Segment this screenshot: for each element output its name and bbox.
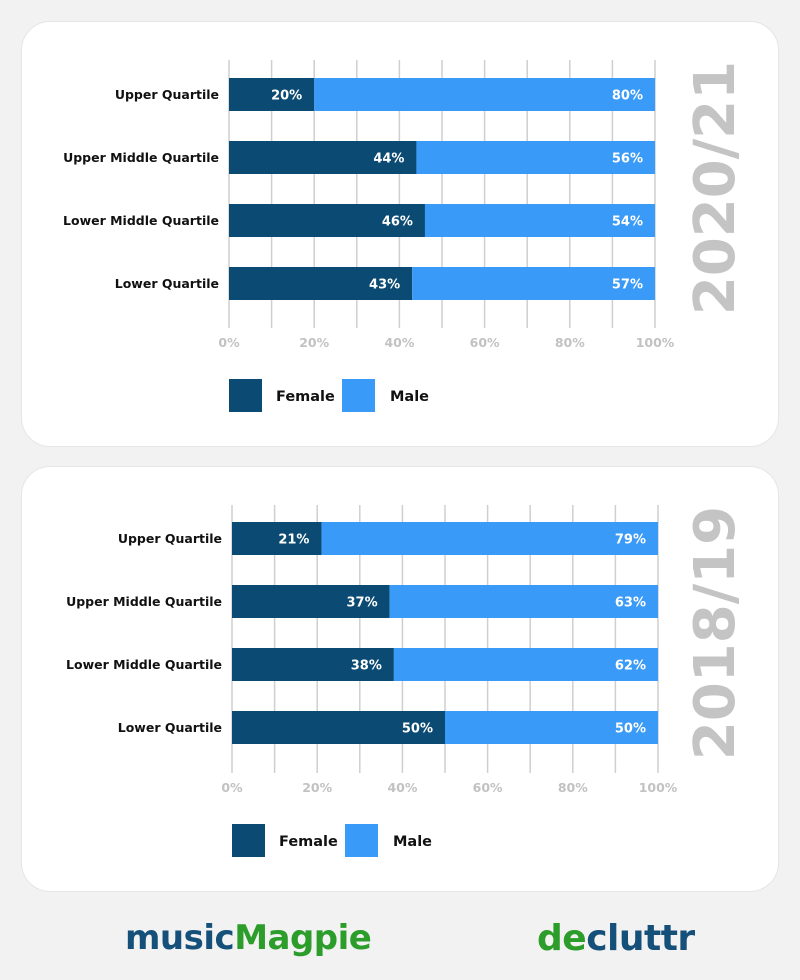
legend-swatch bbox=[342, 379, 375, 412]
category-label: Lower Middle Quartile bbox=[63, 213, 219, 228]
category-label: Lower Quartile bbox=[115, 276, 219, 291]
category-label: Upper Middle Quartile bbox=[66, 594, 222, 609]
bar-female bbox=[232, 522, 322, 555]
bar-female-label: 38% bbox=[351, 659, 382, 674]
category-label: Lower Quartile bbox=[118, 720, 222, 735]
bar-female bbox=[232, 711, 445, 744]
x-tick-label: 100% bbox=[639, 780, 678, 795]
bar-female bbox=[232, 585, 390, 618]
bar-row: Upper Quartile 21% 79% bbox=[118, 522, 658, 555]
bar-row: Lower Quartile 50% 50% bbox=[118, 711, 658, 744]
bar-male bbox=[389, 585, 658, 618]
bar-female bbox=[229, 204, 425, 237]
legend-label: Male bbox=[390, 389, 429, 405]
legend: Female Male bbox=[229, 379, 429, 412]
legend-swatch bbox=[232, 824, 265, 857]
bar-row: Upper Middle Quartile 37% 63% bbox=[66, 585, 658, 618]
bar-row: Lower Quartile 43% 57% bbox=[115, 267, 655, 300]
musicmagpie-logo: musicMagpie bbox=[125, 918, 372, 958]
bar-male-label: 79% bbox=[615, 533, 646, 548]
bar-female-label: 37% bbox=[346, 596, 377, 611]
x-tick-label: 0% bbox=[218, 335, 240, 350]
x-tick-label: 20% bbox=[302, 780, 332, 795]
year-label: 2020/21 bbox=[683, 61, 748, 315]
x-tick-label: 40% bbox=[384, 335, 414, 350]
bar-male-label: 80% bbox=[612, 89, 643, 104]
bar-male bbox=[445, 711, 658, 744]
decluttr-logo: decluttr bbox=[537, 918, 695, 959]
bar-row: Lower Middle Quartile 46% 54% bbox=[63, 204, 655, 237]
decluttr-logo-part1: de bbox=[537, 918, 587, 959]
bar-female-label: 46% bbox=[382, 215, 413, 230]
bar-row: Upper Quartile 20% 80% bbox=[115, 78, 655, 111]
bar-female-label: 21% bbox=[278, 533, 309, 548]
bar-female bbox=[229, 78, 315, 111]
x-tick-label: 0% bbox=[221, 780, 243, 795]
bar-male-label: 56% bbox=[612, 152, 643, 167]
x-tick-label: 80% bbox=[555, 335, 585, 350]
category-label: Upper Middle Quartile bbox=[63, 150, 219, 165]
bar-female bbox=[229, 267, 413, 300]
bar-male bbox=[412, 267, 655, 300]
bar-female-label: 44% bbox=[373, 152, 404, 167]
bar-male bbox=[314, 78, 655, 111]
bar-male-label: 54% bbox=[612, 215, 643, 230]
category-label: Lower Middle Quartile bbox=[66, 657, 222, 672]
x-tick-label: 100% bbox=[636, 335, 675, 350]
bar-male bbox=[416, 141, 655, 174]
bar-male bbox=[393, 648, 658, 681]
year-label: 2018/19 bbox=[683, 506, 748, 760]
bar-male-label: 57% bbox=[612, 278, 643, 293]
musicmagpie-logo-part2: Magpie bbox=[234, 918, 372, 958]
bar-male-label: 62% bbox=[615, 659, 646, 674]
bar-female-label: 20% bbox=[271, 89, 302, 104]
bar-row: Lower Middle Quartile 38% 62% bbox=[66, 648, 658, 681]
legend-label: Female bbox=[279, 834, 338, 850]
x-tick-label: 60% bbox=[470, 335, 500, 350]
x-tick-label: 20% bbox=[299, 335, 329, 350]
chart-2020-21: Upper Quartile 20% 80% Upper Middle Quartil… bbox=[63, 60, 748, 412]
legend-label: Female bbox=[276, 389, 335, 405]
chart-card-2020-21: Upper Quartile 20% 80% Upper Middle Quartil… bbox=[22, 22, 778, 446]
x-tick-label: 60% bbox=[473, 780, 503, 795]
chart-2018-19: Upper Quartile 21% 79% Upper Middle Quartil… bbox=[66, 505, 748, 857]
decluttr-logo-part2: cluttr bbox=[586, 918, 695, 959]
bar-male-label: 50% bbox=[615, 722, 646, 737]
x-tick-label: 80% bbox=[558, 780, 588, 795]
footer-logos: musicMagpie decluttr bbox=[0, 910, 800, 970]
legend: Female Male bbox=[232, 824, 432, 857]
musicmagpie-logo-part1: music bbox=[125, 918, 235, 958]
bar-female bbox=[232, 648, 394, 681]
bar-female bbox=[229, 141, 417, 174]
bar-row: Upper Middle Quartile 44% 56% bbox=[63, 141, 655, 174]
bar-female-label: 43% bbox=[369, 278, 400, 293]
legend-swatch bbox=[345, 824, 378, 857]
bar-male-label: 63% bbox=[615, 596, 646, 611]
category-label: Upper Quartile bbox=[115, 87, 219, 102]
bar-male bbox=[424, 204, 655, 237]
chart-card-2018-19: Upper Quartile 21% 79% Upper Middle Quartil… bbox=[22, 467, 778, 891]
x-tick-label: 40% bbox=[387, 780, 417, 795]
category-label: Upper Quartile bbox=[118, 531, 222, 546]
legend-swatch bbox=[229, 379, 262, 412]
bar-female-label: 50% bbox=[402, 722, 433, 737]
legend-label: Male bbox=[393, 834, 432, 850]
bar-male bbox=[321, 522, 658, 555]
